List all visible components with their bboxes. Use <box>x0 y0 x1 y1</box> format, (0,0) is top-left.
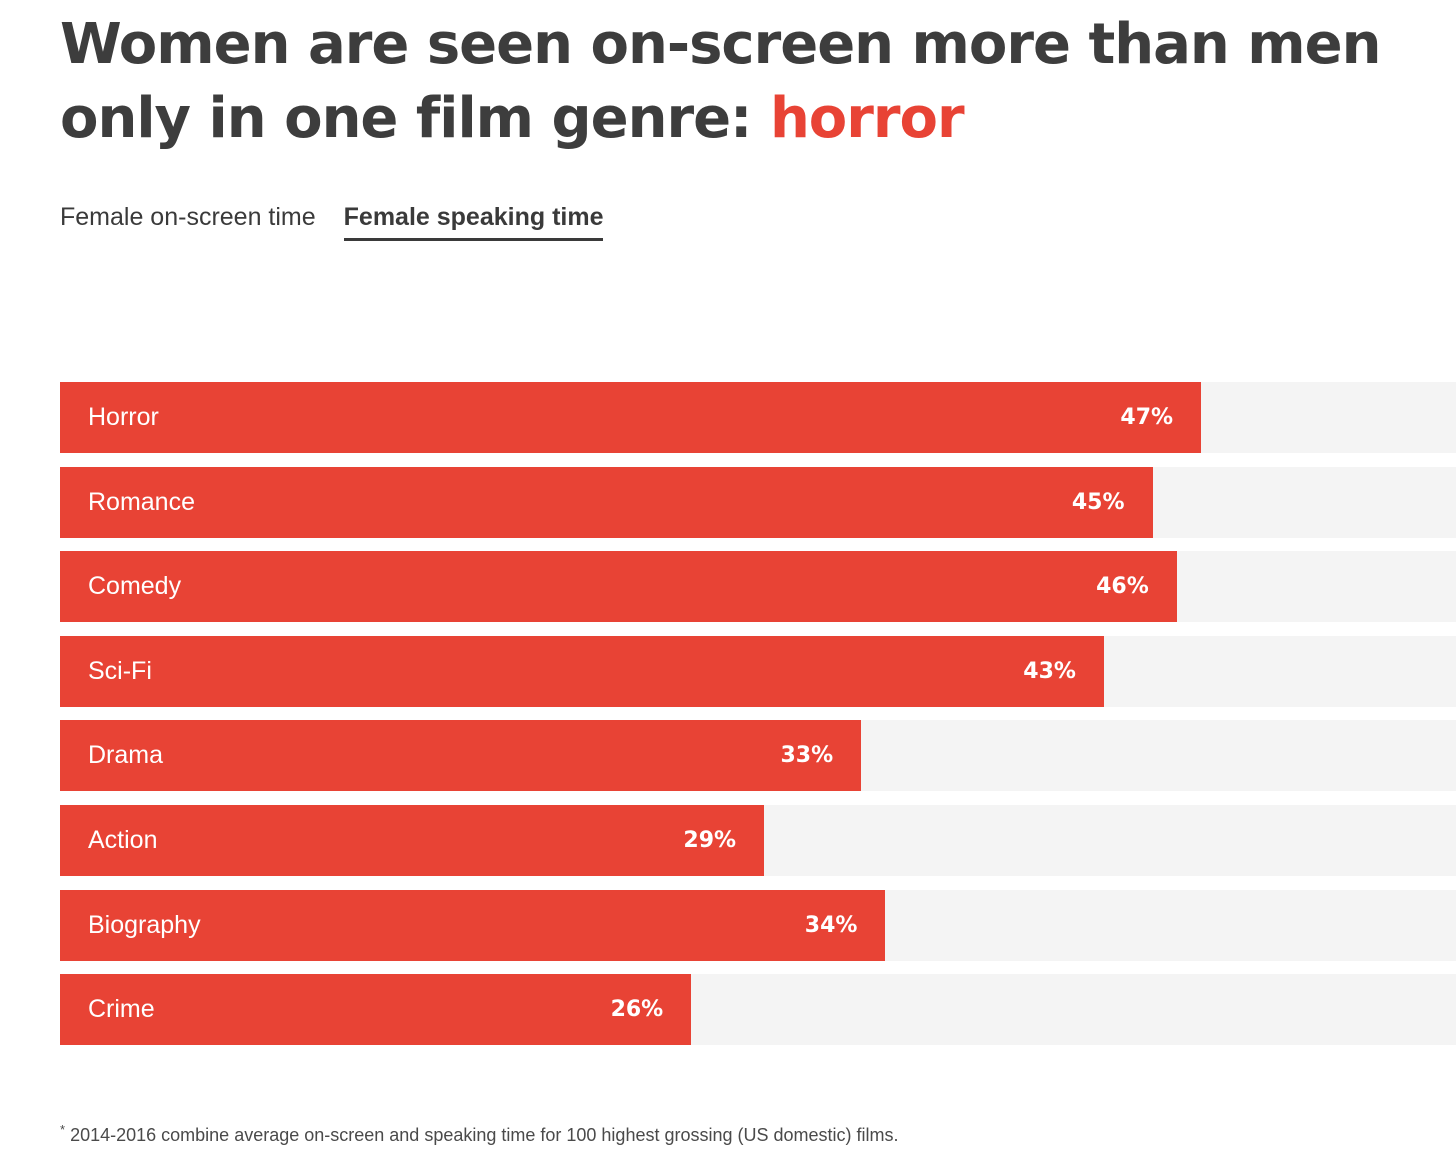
bar-category-label: Crime <box>88 995 155 1024</box>
bar-value-label: 46% <box>1096 574 1149 600</box>
bar-row: Comedy 46% <box>60 551 1456 623</box>
bar-value-label: 43% <box>1023 658 1076 684</box>
bar-value-label: 26% <box>610 997 664 1023</box>
bar-category-label: Romance <box>88 487 195 516</box>
bar-category-label: Horror <box>88 403 159 431</box>
bar-value-label: 45% <box>1071 489 1125 515</box>
bar-row: Crime 26% <box>60 974 1456 1046</box>
metric-tabs: Female on-screen time Female speaking ti… <box>60 198 604 241</box>
bar-row: Biography 34% <box>60 889 1456 961</box>
bar: Romance 45% <box>60 466 1153 538</box>
bar: Crime 26% <box>60 974 692 1046</box>
tab-female-on-screen-time[interactable]: Female on-screen time <box>60 203 316 231</box>
bar-chart: Horror 47% Romance 45% Comedy 46% Sci-Fi 43% Dra… <box>60 382 1456 1059</box>
bar-category-label: Biography <box>88 910 201 939</box>
bar-value-label: 47% <box>1120 405 1174 430</box>
bar-category-label: Drama <box>88 741 164 770</box>
bar-value-label: 29% <box>683 827 737 853</box>
bar-row: Action 29% <box>60 804 1456 876</box>
bar-category-label: Comedy <box>88 572 182 601</box>
chart-title: Women are seen on-screen more than men o… <box>60 8 1440 156</box>
title-line-2-prefix: only in one film genre: <box>60 86 770 151</box>
bar: Horror 47% <box>60 382 1202 453</box>
title-line-1: Women are seen on-screen more than men <box>60 12 1381 77</box>
bar-category-label: Action <box>88 825 158 854</box>
bar: Comedy 46% <box>60 551 1177 623</box>
bar-value-label: 33% <box>780 743 834 769</box>
bar: Drama 33% <box>60 720 862 792</box>
footnote: * 2014-2016 combine average on-screen an… <box>60 1122 899 1146</box>
tab-female-speaking-time[interactable]: Female speaking time <box>343 198 604 241</box>
footnote-text: 2014-2016 combine average on-screen and … <box>70 1125 899 1145</box>
bar-row: Drama 33% <box>60 720 1456 792</box>
bar: Sci-Fi 43% <box>60 635 1104 707</box>
title-accent-word: horror <box>769 86 965 151</box>
bar-row: Sci-Fi 43% <box>60 635 1456 707</box>
bar-category-label: Sci-Fi <box>88 656 152 685</box>
footnote-marker: * <box>60 1122 66 1137</box>
bar-row: Horror 47% <box>60 382 1456 453</box>
bar-row: Romance 45% <box>60 466 1456 538</box>
bar: Biography 34% <box>60 889 886 961</box>
bar: Action 29% <box>60 804 765 876</box>
bar-value-label: 34% <box>804 912 858 938</box>
